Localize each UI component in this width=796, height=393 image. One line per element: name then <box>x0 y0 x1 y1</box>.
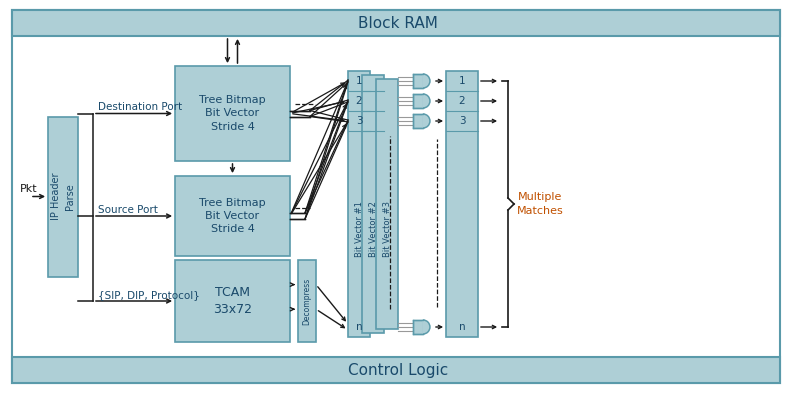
Text: IP Header
Parse: IP Header Parse <box>52 173 75 220</box>
Text: n: n <box>458 322 466 332</box>
Bar <box>348 71 370 337</box>
Text: Source Port: Source Port <box>98 205 158 215</box>
Text: Tree Bitmap
Bit Vector
Stride 4: Tree Bitmap Bit Vector Stride 4 <box>199 95 266 132</box>
Polygon shape <box>423 94 430 108</box>
Bar <box>376 79 398 329</box>
Text: Decompress: Decompress <box>302 277 311 325</box>
Bar <box>362 75 384 333</box>
Text: Multiple
Matches: Multiple Matches <box>517 193 564 216</box>
Bar <box>413 114 423 128</box>
Polygon shape <box>423 320 430 334</box>
Text: Control Logic: Control Logic <box>348 362 448 378</box>
Polygon shape <box>423 114 430 128</box>
Text: TCAM
33x72: TCAM 33x72 <box>213 286 252 316</box>
Text: 3: 3 <box>356 116 362 126</box>
Text: {SIP, DIP, Protocol}: {SIP, DIP, Protocol} <box>98 290 200 300</box>
Bar <box>413 74 423 88</box>
Text: Bit Vector #1: Bit Vector #1 <box>354 201 364 257</box>
Bar <box>175 66 290 161</box>
Text: Destination Port: Destination Port <box>98 103 182 112</box>
Bar <box>413 320 423 334</box>
Bar <box>175 176 290 256</box>
Bar <box>12 357 780 383</box>
Text: Bit Vector #2: Bit Vector #2 <box>369 201 377 257</box>
Text: Pkt: Pkt <box>20 184 37 193</box>
Text: 3: 3 <box>458 116 466 126</box>
Text: Block RAM: Block RAM <box>358 15 438 31</box>
Polygon shape <box>423 74 430 88</box>
Text: n: n <box>356 322 362 332</box>
Bar <box>446 71 478 337</box>
Bar <box>48 116 78 277</box>
Text: 2: 2 <box>356 96 362 106</box>
Text: 2: 2 <box>458 96 466 106</box>
Text: 1: 1 <box>356 76 362 86</box>
Text: Bit Vector #3: Bit Vector #3 <box>383 201 392 257</box>
Text: 1: 1 <box>458 76 466 86</box>
Bar <box>298 260 316 342</box>
Bar <box>12 10 780 36</box>
Text: Tree Bitmap
Bit Vector
Stride 4: Tree Bitmap Bit Vector Stride 4 <box>199 198 266 234</box>
Bar <box>413 94 423 108</box>
Bar <box>175 260 290 342</box>
